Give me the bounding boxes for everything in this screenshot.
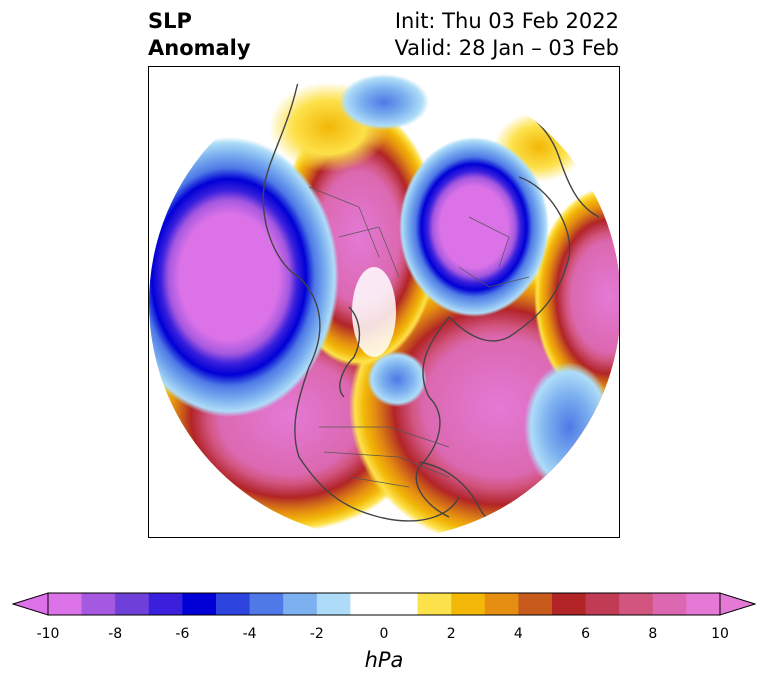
political-borders — [308, 186, 530, 488]
colorbar-segment — [283, 593, 318, 615]
anomaly-map — [149, 67, 619, 537]
negative-anomaly-mediterranean — [524, 362, 614, 492]
colorbar-tick-label: 2 — [446, 626, 456, 642]
colorbar-extend-max — [719, 592, 757, 616]
colorbar-tick-label: 10 — [711, 626, 729, 642]
colorbar-segment — [249, 593, 284, 615]
colorbar-tick-label: -6 — [175, 626, 190, 642]
colorbar-border — [47, 592, 721, 616]
colorbar-extend-min — [11, 592, 49, 616]
map-panel — [148, 66, 620, 538]
colorbar-tick-label: 8 — [648, 626, 658, 642]
map-title: SLP Anomaly — [148, 8, 251, 62]
colorbar-segment — [652, 593, 687, 615]
colorbar-segment — [484, 593, 519, 615]
map-dates: Init: Thu 03 Feb 2022 Valid: 28 Jan – 03… — [394, 8, 619, 62]
title-anomaly: Anomaly — [148, 36, 251, 60]
colorbar-segment — [451, 593, 486, 615]
colorbar-segment — [350, 593, 385, 615]
colorbar-segment — [182, 593, 217, 615]
colorbar-segment — [619, 593, 654, 615]
colorbar-tick-label: -4 — [242, 626, 257, 642]
colorbar-segment — [316, 593, 351, 615]
negative-anomaly-arctic — [367, 351, 427, 407]
colorbar-tick-label: -2 — [309, 626, 324, 642]
colorbar-segment — [148, 593, 183, 615]
colorbar-tick-label: 0 — [379, 626, 389, 642]
anomaly-field — [149, 67, 619, 537]
colorbar-tick-label: -8 — [108, 626, 123, 642]
negative-anomaly-north-top — [339, 74, 429, 130]
colorbar — [11, 592, 757, 622]
title-variable: SLP — [148, 9, 192, 33]
negative-anomaly-eurasia — [399, 137, 549, 317]
init-date-label: Init: Thu 03 Feb 2022 — [394, 9, 619, 33]
colorbar-segment — [417, 593, 452, 615]
colorbar-tick-label: 6 — [581, 626, 591, 642]
coastlines — [262, 76, 600, 534]
positive-anomaly-asia — [534, 187, 619, 407]
valid-date-label: Valid: 28 Jan – 03 Feb — [394, 36, 619, 60]
colorbar-segment — [384, 593, 419, 615]
negative-anomaly-north-pacific — [149, 137, 339, 417]
colorbar-segment — [48, 593, 83, 615]
colorbar-tick-label: 4 — [513, 626, 523, 642]
colorbar-svg — [11, 592, 757, 616]
colorbar-segment — [81, 593, 116, 615]
neutral-gap-arctic — [352, 267, 396, 357]
colorbar-segment — [552, 593, 587, 615]
colorbar-segment — [115, 593, 150, 615]
colorbar-segment — [585, 593, 620, 615]
colorbar-segment — [518, 593, 553, 615]
colorbar-segment — [216, 593, 251, 615]
colorbar-unit-label: hPa — [364, 648, 404, 672]
colorbar-tick-label: -10 — [36, 626, 60, 642]
colorbar-segment — [686, 593, 721, 615]
